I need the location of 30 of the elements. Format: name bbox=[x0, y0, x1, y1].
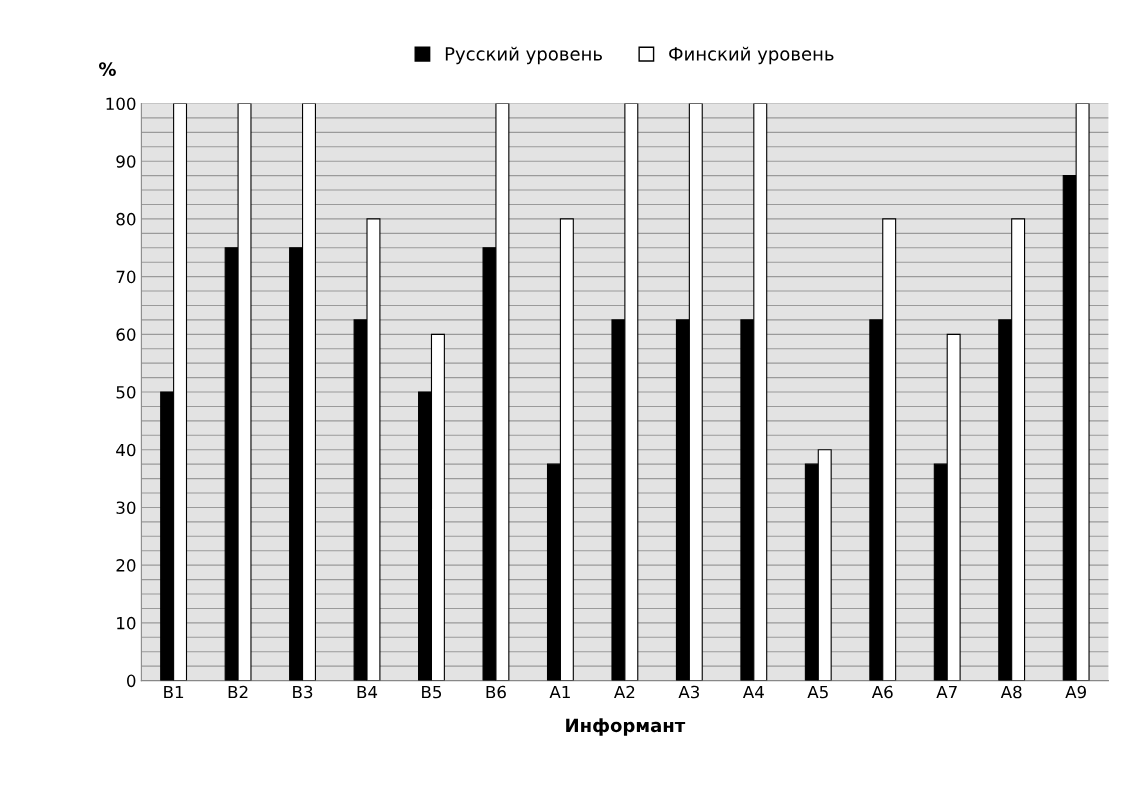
x-tick-label: B5 bbox=[422, 685, 442, 699]
legend-label: Русский уровень bbox=[445, 46, 602, 65]
y-tick-label: 20 bbox=[116, 559, 136, 572]
x-tick-label: A1 bbox=[549, 685, 570, 699]
y-tick-label: 50 bbox=[116, 385, 136, 399]
y-tick-label: 0 bbox=[127, 674, 136, 688]
x-tick-label: A7 bbox=[936, 685, 957, 699]
y-tick-label: 30 bbox=[116, 501, 136, 515]
x-tick-label: A6 bbox=[871, 685, 893, 699]
x-tick-label: A5 bbox=[807, 685, 828, 699]
x-tick-label: A9 bbox=[1065, 685, 1086, 699]
legend-label: Финский уровень bbox=[669, 46, 834, 65]
x-tick-label: A3 bbox=[678, 685, 700, 699]
x-tick-label: B4 bbox=[357, 685, 378, 699]
x-tick-label: B1 bbox=[164, 685, 184, 699]
y-tick-label: 90 bbox=[116, 155, 136, 168]
x-tick-label: B6 bbox=[486, 685, 506, 699]
x-tick-label: B3 bbox=[293, 685, 313, 699]
x-tick-label: A4 bbox=[742, 685, 764, 699]
x-tick-label: A8 bbox=[1000, 685, 1022, 699]
x-axis-title: Информант bbox=[566, 718, 686, 736]
y-tick-label: 10 bbox=[117, 616, 136, 630]
y-tick-label: 70 bbox=[116, 270, 136, 284]
y-tick-label: 100 bbox=[106, 97, 136, 111]
x-tick-label: A2 bbox=[614, 685, 635, 699]
y-tick-label: 40 bbox=[116, 443, 136, 457]
y-tick-label: 80 bbox=[116, 212, 136, 226]
y-tick-label: 60 bbox=[116, 328, 136, 341]
x-tick-label: B2 bbox=[228, 685, 248, 699]
y-axis-title: % bbox=[98, 62, 116, 76]
